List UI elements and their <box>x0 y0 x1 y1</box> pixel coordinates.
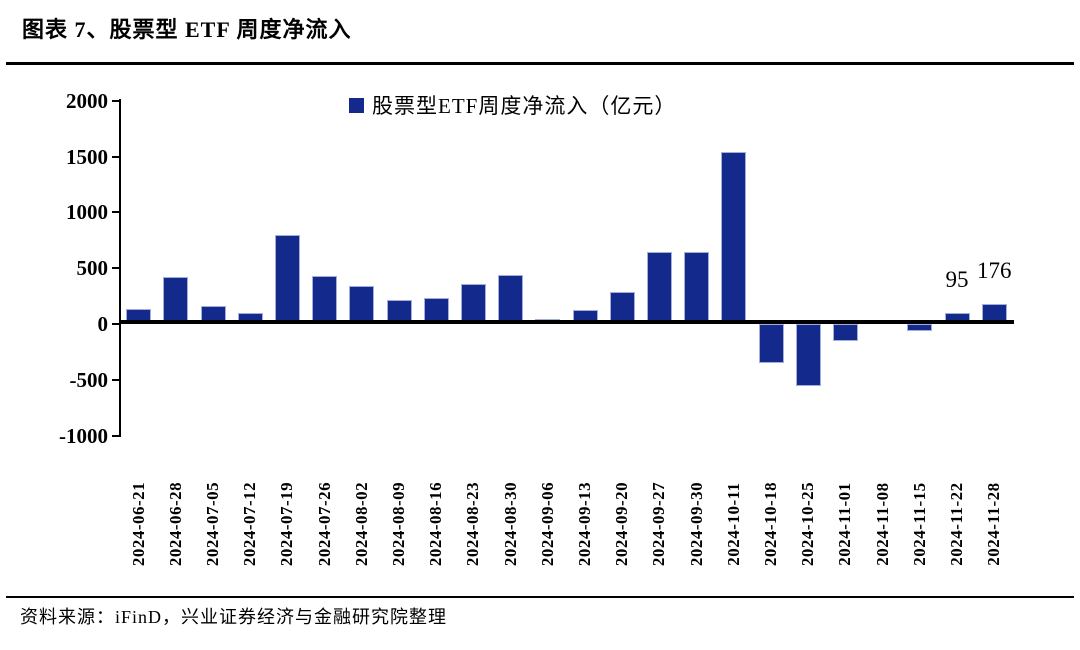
legend-label: 股票型ETF周度净流入（亿元） <box>372 94 677 118</box>
x-tick-label: 2024-09-20 <box>612 481 632 567</box>
x-tick-label: 2024-07-26 <box>314 481 334 567</box>
x-tick-label: 2024-09-13 <box>575 481 594 567</box>
bar-2024-08-23 <box>460 284 486 324</box>
y-tick-mark <box>112 267 120 270</box>
bar-2024-08-02 <box>349 286 375 324</box>
y-tick-label: -500 <box>69 367 109 392</box>
footer-divider <box>6 596 1074 598</box>
x-tick-label: 2024-06-21 <box>128 481 148 567</box>
y-axis-line <box>119 99 121 437</box>
x-tick-label: 2024-07-05 <box>203 481 222 567</box>
x-tick-label: 2024-09-27 <box>649 481 669 567</box>
x-tick-label: 2024-11-22 <box>947 482 966 566</box>
x-tick-label: 2024-07-12 <box>240 481 260 567</box>
etf-weekly-netflow-chart: 股票型ETF周度净流入（亿元） 2000 1500 1000 500 0 -500 -100… <box>0 70 1080 600</box>
y-tick-label: -1000 <box>59 423 108 448</box>
value-label-2024-11-22: 95 <box>945 267 969 293</box>
x-tick-label: 2024-10-25 <box>798 481 818 567</box>
x-tick-label: 2024-06-28 <box>165 481 185 567</box>
x-tick-label: 2024-09-30 <box>686 481 706 567</box>
y-tick-mark <box>112 378 120 381</box>
y-tick-label: 1500 <box>66 144 108 169</box>
x-tick-label: 2024-10-11 <box>723 482 743 566</box>
source-note: 资料来源：iFinD，兴业证券经济与金融研究院整理 <box>20 607 448 627</box>
x-tick-label: 2024-08-23 <box>463 481 483 567</box>
y-tick-mark <box>112 99 120 102</box>
x-tick-label: 2024-08-09 <box>389 481 408 567</box>
y-tick-mark <box>112 323 120 325</box>
y-tick-label: 1000 <box>66 200 108 225</box>
bar-2024-10-11 <box>721 152 747 324</box>
bar-2024-10-18 <box>758 324 784 363</box>
bar-2024-09-20 <box>609 291 635 324</box>
title-divider <box>6 62 1074 65</box>
y-tick-mark <box>112 434 120 437</box>
bar-2024-10-25 <box>795 324 821 387</box>
chart-legend: 股票型ETF周度净流入（亿元） <box>349 90 676 120</box>
bar-2024-11-01 <box>832 324 858 342</box>
bar-2024-08-30 <box>498 275 524 324</box>
legend-square-icon <box>349 97 364 113</box>
y-tick-label: 2000 <box>66 88 108 113</box>
figure-title: 图表 7、股票型 ETF 周度净流入 <box>22 17 352 42</box>
bar-2024-06-28 <box>163 276 189 324</box>
bar-2024-07-19 <box>274 234 300 324</box>
x-tick-label: 2024-11-28 <box>984 482 1004 566</box>
x-tick-label: 2024-09-06 <box>537 481 557 567</box>
x-tick-label: 2024-11-01 <box>835 482 855 566</box>
x-tick-label: 2024-11-15 <box>909 482 929 566</box>
y-tick-mark <box>112 155 120 158</box>
x-tick-label: 2024-10-18 <box>761 481 780 567</box>
y-tick-label: 500 <box>76 256 109 281</box>
x-tick-label: 2024-07-19 <box>277 481 297 567</box>
x-axis-zero-line <box>119 320 1014 324</box>
x-tick-label: 2024-08-30 <box>500 481 520 567</box>
y-tick-mark <box>112 211 120 214</box>
value-label-2024-11-28: 176 <box>976 258 1012 284</box>
bar-2024-08-16 <box>423 298 449 324</box>
bar-2024-11-15 <box>907 324 933 332</box>
x-tick-label: 2024-08-16 <box>426 481 446 567</box>
bar-2024-09-27 <box>646 252 672 324</box>
x-tick-label: 2024-08-02 <box>351 481 371 567</box>
y-tick-label: 0 <box>97 312 109 336</box>
bar-2024-07-26 <box>312 276 338 324</box>
bar-2024-09-30 <box>684 252 710 324</box>
x-tick-label: 2024-11-08 <box>872 482 892 566</box>
